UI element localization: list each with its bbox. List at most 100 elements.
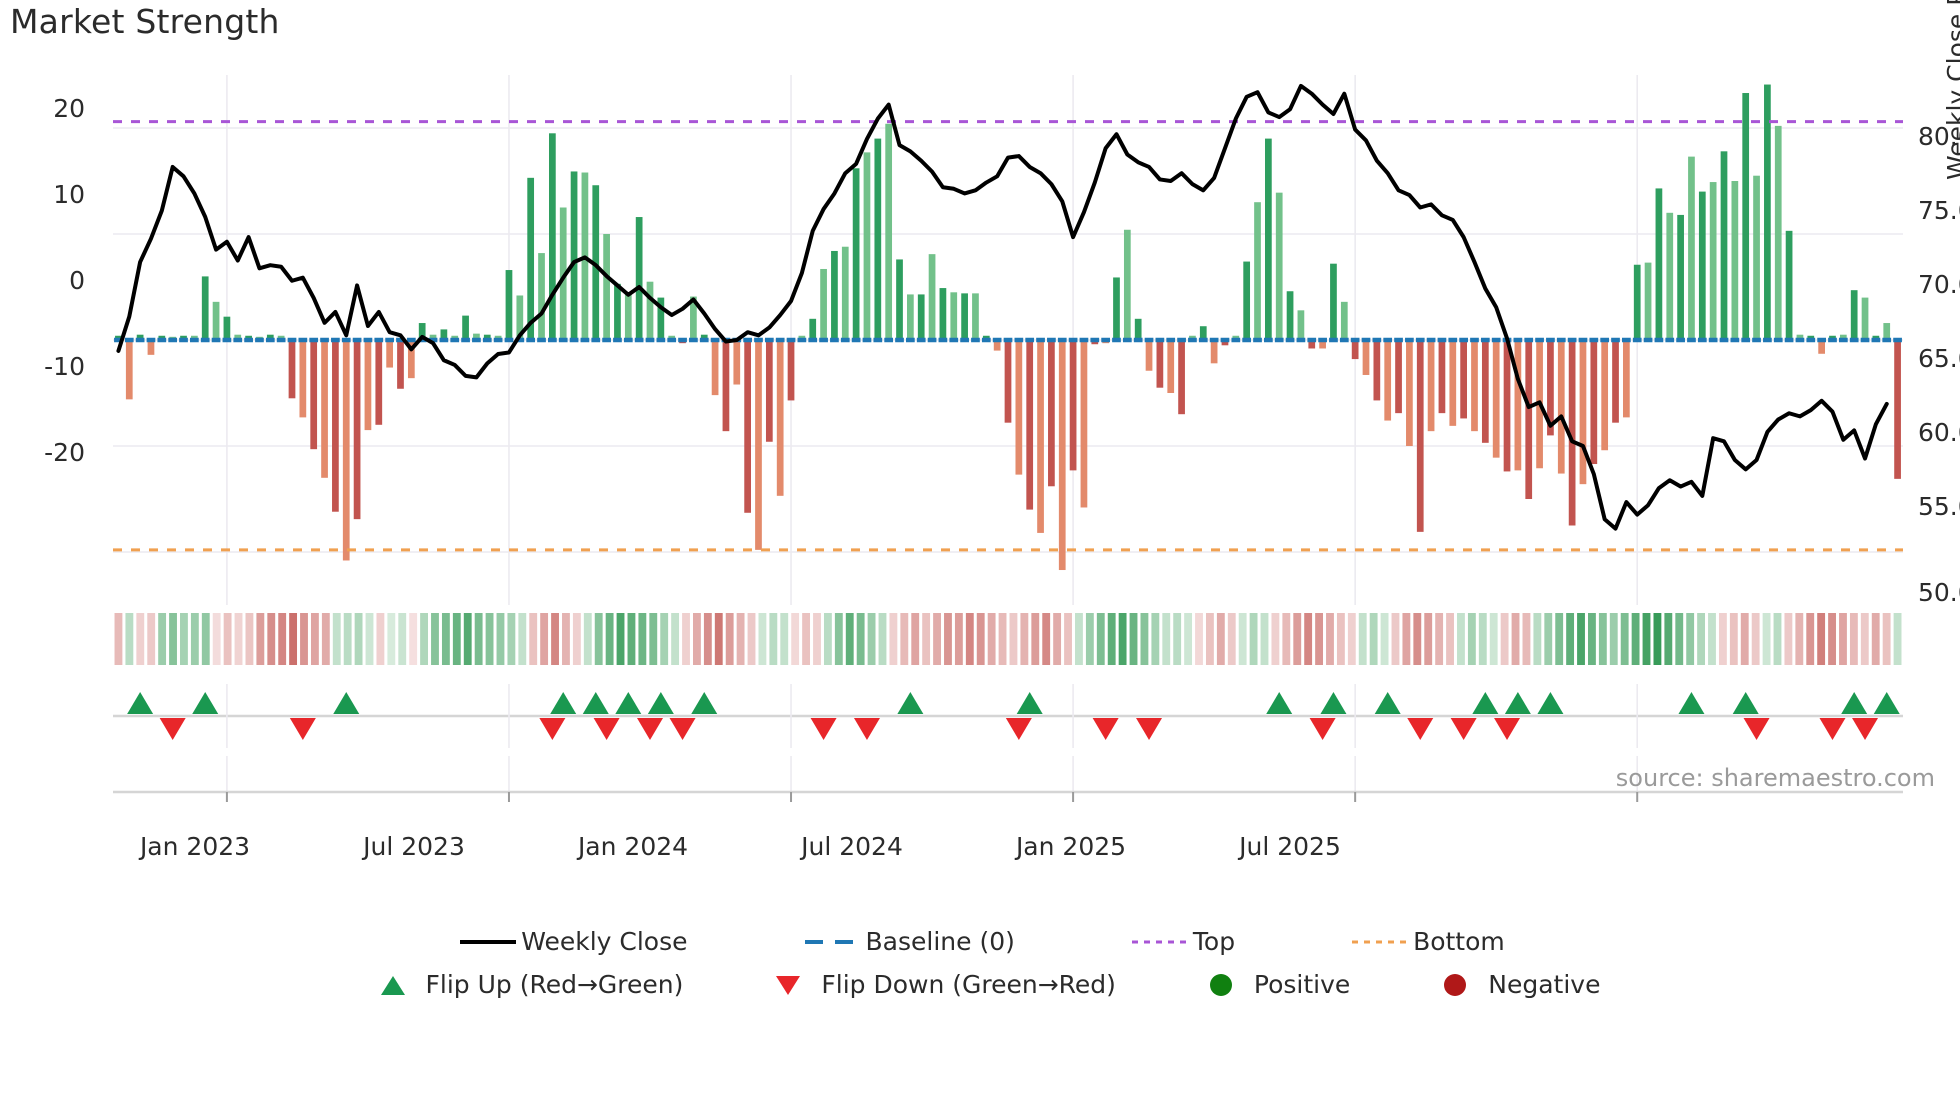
heatmap-band bbox=[310, 613, 319, 665]
legend-label-top: Top bbox=[1192, 927, 1236, 956]
strength-bar bbox=[614, 283, 621, 340]
legend-item-weekly-close[interactable]: Weekly Close bbox=[455, 922, 688, 961]
strength-bar bbox=[1796, 334, 1804, 340]
heatmap-band bbox=[529, 613, 538, 665]
strength-bar bbox=[1666, 212, 1674, 340]
heatmap-band bbox=[267, 613, 276, 665]
heatmap-band bbox=[125, 613, 134, 665]
strength-bar bbox=[1492, 340, 1500, 458]
heatmap-band bbox=[562, 613, 570, 665]
heatmap-band bbox=[1598, 613, 1607, 665]
flip-down-marker bbox=[1743, 718, 1770, 740]
heatmap-band bbox=[1882, 613, 1891, 665]
heatmap-band bbox=[922, 613, 931, 665]
heatmap-band bbox=[1009, 613, 1018, 665]
strength-bar bbox=[765, 340, 773, 442]
strength-bar bbox=[1265, 138, 1272, 340]
flip-up-marker bbox=[615, 692, 642, 714]
strength-bar bbox=[690, 296, 697, 340]
x-tick-5: Jul 2025 bbox=[1239, 832, 1341, 861]
legend-item-flip-up[interactable]: Flip Up (Red→Green) bbox=[360, 965, 683, 1004]
strength-bar bbox=[885, 123, 893, 340]
strength-bar bbox=[1221, 340, 1229, 346]
heatmap-band bbox=[1151, 613, 1160, 665]
legend-item-positive[interactable]: Positive bbox=[1188, 965, 1350, 1004]
flip-up-marker bbox=[1016, 692, 1043, 714]
flip-down-marker bbox=[853, 718, 880, 740]
legend-item-baseline[interactable]: Baseline (0) bbox=[800, 922, 1015, 961]
heatmap-band bbox=[1042, 613, 1051, 665]
legend-item-flip-down[interactable]: Flip Down (Green→Red) bbox=[755, 965, 1116, 1004]
flip-down-marker bbox=[1852, 718, 1879, 740]
triangle-up-icon bbox=[360, 972, 426, 998]
legend-item-top[interactable]: Top bbox=[1127, 922, 1235, 961]
strength-bar bbox=[1123, 229, 1131, 340]
heatmap-band bbox=[169, 613, 177, 665]
strength-bar bbox=[646, 281, 654, 340]
heatmap-band bbox=[987, 613, 996, 665]
heatmap-band bbox=[834, 613, 843, 665]
heatmap-band bbox=[1315, 613, 1323, 665]
flip-down-marker bbox=[1136, 718, 1163, 740]
flip-down-marker bbox=[539, 718, 566, 740]
heatmap-band bbox=[1795, 613, 1804, 665]
strength-bar bbox=[299, 340, 307, 418]
heatmap-band bbox=[147, 613, 156, 665]
strength-bar bbox=[1373, 340, 1381, 401]
strength-bar bbox=[928, 254, 936, 340]
heatmap-band bbox=[1282, 613, 1291, 665]
strength-bar bbox=[223, 316, 231, 340]
heatmap-band bbox=[245, 613, 254, 665]
strength-bar bbox=[234, 334, 242, 340]
strength-bar bbox=[570, 171, 578, 340]
flip-up-marker bbox=[1472, 692, 1499, 714]
heatmap-band bbox=[965, 613, 974, 665]
strength-bar bbox=[1460, 340, 1467, 419]
heatmap-band bbox=[1467, 613, 1476, 665]
legend-item-negative[interactable]: Negative bbox=[1422, 965, 1600, 1004]
strength-bar bbox=[700, 334, 708, 340]
heatmap-band bbox=[1096, 613, 1105, 665]
heatmap-band bbox=[813, 613, 821, 665]
heatmap-band bbox=[714, 613, 723, 665]
heatmap-band bbox=[1893, 613, 1902, 665]
strength-bar bbox=[1623, 340, 1630, 418]
strength-bar bbox=[1319, 340, 1326, 349]
heatmap-band bbox=[1773, 613, 1782, 665]
dotted-line-icon-top bbox=[1127, 935, 1193, 949]
flip-up-marker bbox=[1266, 692, 1293, 714]
heatmap-band bbox=[1227, 613, 1236, 665]
flip-up-marker bbox=[1873, 692, 1900, 714]
strength-bar bbox=[1004, 340, 1012, 423]
flip-down-marker bbox=[810, 718, 837, 740]
heatmap-band bbox=[321, 613, 330, 665]
flip-up-marker bbox=[897, 692, 924, 714]
heatmap-band bbox=[398, 613, 407, 665]
strength-bar bbox=[1818, 340, 1825, 354]
heatmap-band bbox=[1271, 613, 1280, 665]
strength-bar bbox=[505, 270, 513, 340]
heatmap-band bbox=[889, 613, 898, 665]
heatmap-band bbox=[638, 613, 647, 665]
heatmap-band bbox=[409, 613, 418, 665]
heatmap-band bbox=[136, 613, 145, 665]
heatmap-band bbox=[1751, 613, 1760, 665]
strength-bar bbox=[266, 334, 274, 340]
heatmap-band bbox=[1849, 613, 1858, 665]
x-tick-2: Jan 2024 bbox=[577, 832, 689, 861]
y-tick-left-2: 0 bbox=[69, 266, 85, 295]
y-tick-right-1: 75.00 bbox=[1918, 196, 1960, 225]
dotted-line-icon-bottom bbox=[1347, 935, 1413, 949]
legend-item-bottom[interactable]: Bottom bbox=[1347, 922, 1505, 961]
y-tick-right-4: 60.00 bbox=[1918, 418, 1960, 447]
flip-up-marker bbox=[1320, 692, 1347, 714]
flip-down-marker bbox=[1450, 718, 1477, 740]
heatmap-band bbox=[431, 613, 439, 665]
strength-bar bbox=[1384, 340, 1392, 421]
flip-up-marker bbox=[333, 692, 360, 714]
heatmap-band bbox=[1162, 613, 1171, 665]
heatmap-band bbox=[1817, 613, 1826, 665]
heatmap-band bbox=[933, 613, 941, 665]
heatmap-band bbox=[1588, 613, 1596, 665]
